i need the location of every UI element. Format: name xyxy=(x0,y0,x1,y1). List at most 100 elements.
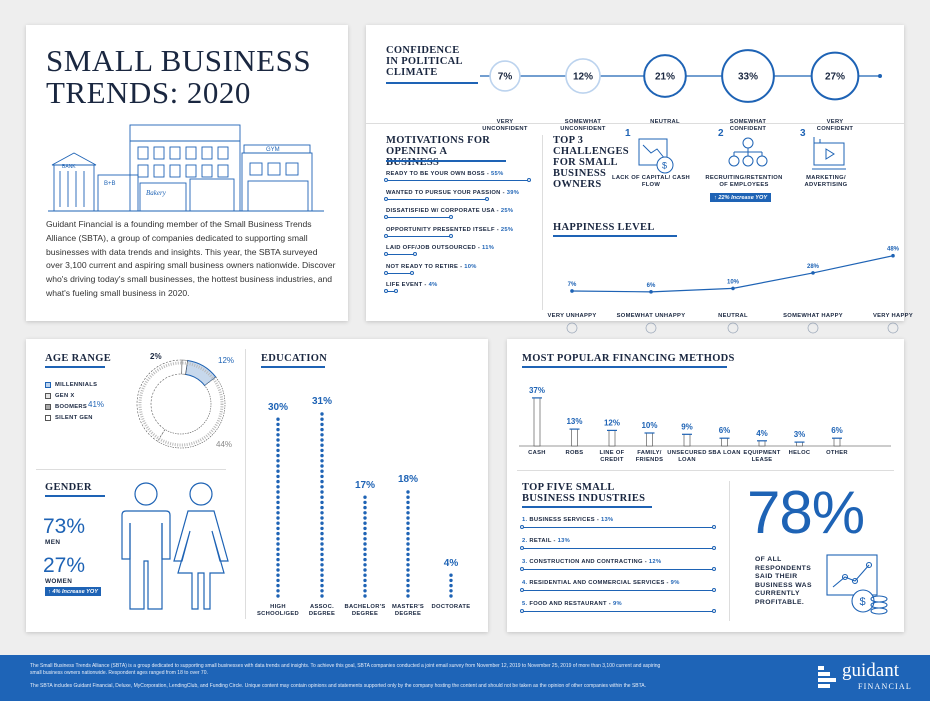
education-dot xyxy=(363,563,367,567)
motivation-label: LAID OFF/JOB OUTSOURCED - 11% xyxy=(386,245,495,251)
education-dot xyxy=(276,563,280,567)
men-label: MEN xyxy=(45,539,61,546)
motivation-row: LAID OFF/JOB OUTSOURCED - 11% xyxy=(384,245,536,264)
confidence-value: 12% xyxy=(573,72,593,83)
education-dot xyxy=(320,479,324,484)
challenge-number: 2 xyxy=(718,128,724,139)
age-slice xyxy=(136,359,183,442)
motivation-bar-end xyxy=(384,196,388,201)
education-dot xyxy=(320,583,324,588)
motivation-bar xyxy=(384,196,490,201)
confidence-label: SOMEWHAT CONFIDENT xyxy=(730,119,767,132)
motivation-bar xyxy=(384,252,417,256)
education-dot xyxy=(363,578,367,583)
industries-list: 1. BUSINESS SERVICES - 13% 2. RETAIL - 13… xyxy=(520,517,717,622)
education-dot xyxy=(320,573,324,577)
industries-title: TOP FIVE SMALL BUSINESS INDUSTRIES xyxy=(522,482,646,504)
happiness-point xyxy=(731,286,735,291)
happiness-point xyxy=(891,253,895,258)
education-dot xyxy=(276,589,280,593)
motivation-label: DISSATISFIED W/ CORPORATE USA - 25% xyxy=(386,208,514,214)
education-value: 30% xyxy=(268,402,288,413)
industry-bar-end xyxy=(712,567,716,571)
education-dot xyxy=(320,547,324,551)
happiness-label: NEUTRAL xyxy=(718,313,748,319)
industry-label: 2. RETAIL - 13% xyxy=(522,538,717,544)
motivation-bar xyxy=(384,270,414,275)
financing-value: 13% xyxy=(566,417,582,426)
footer-disclaimer-2: The SBTA includes Guidant Financial, Del… xyxy=(30,683,647,689)
industry-bar xyxy=(520,588,716,592)
survey-panel: CONFIDENCE IN POLITICAL CLIMATE 7% VERY UN… xyxy=(366,25,913,334)
industry-bar xyxy=(520,546,716,550)
motivation-bar-end xyxy=(384,289,388,293)
education-dot xyxy=(320,438,324,442)
intro-panel: SMALL BUSINESS TRENDS: 2020 xyxy=(26,25,348,321)
education-dot xyxy=(276,459,280,463)
education-dot xyxy=(276,547,280,551)
industry-name: RESIDENTIAL AND COMMERCIAL SERVICES - xyxy=(529,580,671,586)
page-title: SMALL BUSINESS TRENDS: 2020 xyxy=(46,43,312,110)
motivation-bar-end xyxy=(384,215,388,219)
confidence-title: CONFIDENCE IN POLITICAL CLIMATE xyxy=(386,45,463,78)
industry-bar-end xyxy=(520,525,524,529)
education-dot xyxy=(363,526,367,531)
face-icon xyxy=(887,322,899,334)
confidence-circle xyxy=(489,60,521,92)
divider xyxy=(366,123,904,124)
education-dot xyxy=(320,495,324,499)
industry-rank: 1. xyxy=(522,517,530,523)
education-dot xyxy=(406,500,410,505)
education-dot xyxy=(276,433,280,437)
svg-text:$: $ xyxy=(860,596,866,608)
education-dot xyxy=(320,464,324,468)
motivation-bar-end xyxy=(527,178,531,182)
education-dot xyxy=(406,573,410,577)
challenges-title: TOP 3 CHALLENGES FOR SMALL BUSINESS OWNE… xyxy=(553,135,629,190)
education-dot xyxy=(276,516,280,520)
education-dot xyxy=(320,469,324,473)
education-dot xyxy=(276,526,280,531)
motivation-row: DISSATISFIED W/ CORPORATE USA - 25% xyxy=(384,208,536,227)
happiness-value: 28% xyxy=(807,264,820,270)
industry-rank: 2. xyxy=(522,538,530,544)
education-label: BACHELOR'S DEGREE xyxy=(344,604,385,617)
industry-rank: 4. xyxy=(522,580,530,586)
woman-icon xyxy=(173,482,229,610)
motivation-value: 55% xyxy=(491,171,504,177)
motivation-value: 4% xyxy=(428,282,438,288)
education-dot xyxy=(406,568,410,572)
financing-value: 10% xyxy=(641,421,657,430)
industry-bar-end xyxy=(712,609,716,613)
motivation-bar-end xyxy=(449,215,453,219)
confidence-value: 21% xyxy=(655,72,675,83)
education-dot xyxy=(276,568,280,572)
age-underline xyxy=(45,366,105,368)
motivation-bar-end xyxy=(384,178,388,182)
happiness-label: VERY HAPPY xyxy=(873,313,913,319)
happiness-line xyxy=(571,255,894,293)
age-slice xyxy=(157,376,226,449)
education-dot xyxy=(406,521,410,525)
education-dot xyxy=(276,422,280,427)
financing-bar xyxy=(571,428,578,447)
motivation-value: 25% xyxy=(500,208,514,214)
education-label: HIGH SCHOOL/GED xyxy=(257,604,299,617)
motivation-bar-end xyxy=(384,233,388,238)
industry-bar-end xyxy=(712,588,716,592)
education-dot xyxy=(449,573,453,577)
industry-bar-end xyxy=(520,588,524,592)
education-dot xyxy=(406,537,410,541)
industry-bar xyxy=(520,525,716,529)
legend-swatch xyxy=(45,381,51,388)
education-dot xyxy=(276,448,280,453)
education-dot xyxy=(276,511,280,515)
chart-down-dollar-icon: $ xyxy=(638,138,674,174)
legend-label: BOOMERS xyxy=(55,403,88,410)
confidence-label: NEUTRAL xyxy=(650,119,680,125)
age-value: 41% xyxy=(88,400,104,409)
financing-bar xyxy=(833,437,841,447)
education-dot xyxy=(406,490,410,494)
happiness-point xyxy=(811,271,815,275)
industry-bar-end xyxy=(520,546,524,550)
